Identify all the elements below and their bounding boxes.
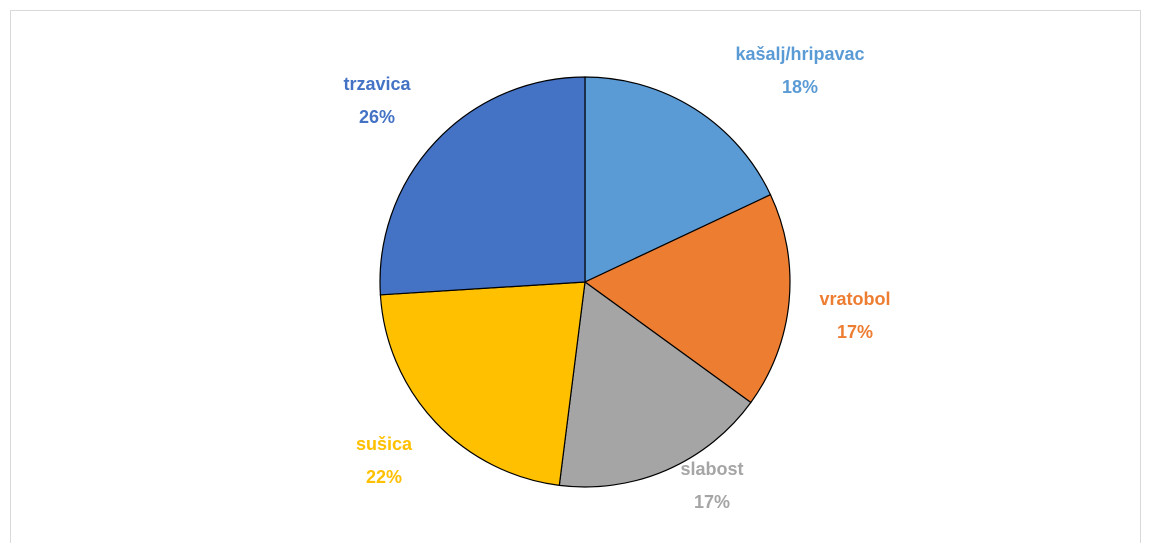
slice-label: vratobol: [819, 289, 890, 309]
slice-label: sušica: [356, 434, 413, 454]
slice-label: slabost: [680, 459, 743, 479]
chart-border: [10, 10, 1141, 543]
slice-value-label: 17%: [837, 322, 873, 342]
slice-value-label: 22%: [366, 467, 402, 487]
slice-label: trzavica: [343, 74, 411, 94]
pie-slice: [558, 280, 752, 488]
pie-slice: [583, 193, 791, 404]
slice-value-label: 18%: [782, 77, 818, 97]
pie-slice: [379, 281, 586, 487]
slice-label: kašalj/hripavac: [735, 44, 864, 64]
pie-slice: [379, 76, 586, 296]
slice-value-label: 26%: [359, 107, 395, 127]
pie-slice: [584, 76, 772, 283]
slice-value-label: 17%: [694, 492, 730, 512]
